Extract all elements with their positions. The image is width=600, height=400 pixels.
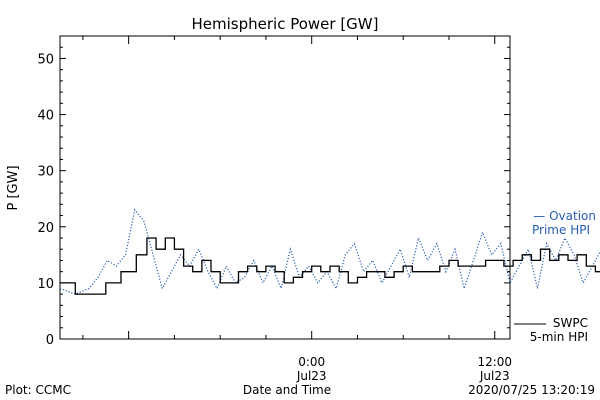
y-tick-label: 40 bbox=[37, 109, 54, 124]
footer-plot-label: Plot: CCMC bbox=[5, 383, 71, 397]
y-axis: 0 10 20 30 40 50 bbox=[37, 46, 510, 348]
x-axis: 0:00Jul2312:00Jul230:00Jul2412:00Jul240:… bbox=[82, 36, 512, 383]
x-axis-label: Date and Time bbox=[243, 383, 331, 397]
x-tick-label-date: Jul23 bbox=[296, 369, 327, 383]
y-tick-label: 20 bbox=[37, 221, 54, 236]
x-tick-label-time: 12:00 bbox=[477, 355, 512, 369]
y-tick-label: 30 bbox=[37, 165, 54, 180]
y-tick-label: 10 bbox=[37, 277, 54, 292]
series-layer bbox=[59, 208, 600, 295]
y-tick-label: 50 bbox=[37, 52, 54, 67]
legend-ovation-line2: Prime HPI bbox=[532, 223, 590, 237]
x-tick-label-time: 0:00 bbox=[298, 355, 325, 369]
plot-frame bbox=[59, 35, 511, 340]
footer-timestamp: 2020/07/25 13:20:19 bbox=[468, 383, 595, 397]
y-axis-label: P [GW] bbox=[6, 165, 21, 210]
legend-swpc-line2: 5-min HPI bbox=[530, 330, 588, 344]
legend-ovation-line1: — Ovation bbox=[533, 209, 596, 223]
chart-title: Hemispheric Power [GW] bbox=[192, 15, 379, 33]
series-swpc-line bbox=[60, 237, 600, 295]
legend-swpc-line1: SWPC bbox=[553, 316, 588, 330]
y-tick-label: 0 bbox=[46, 333, 54, 348]
x-tick-label-date: Jul23 bbox=[479, 369, 510, 383]
series-ovation-line bbox=[59, 208, 600, 295]
